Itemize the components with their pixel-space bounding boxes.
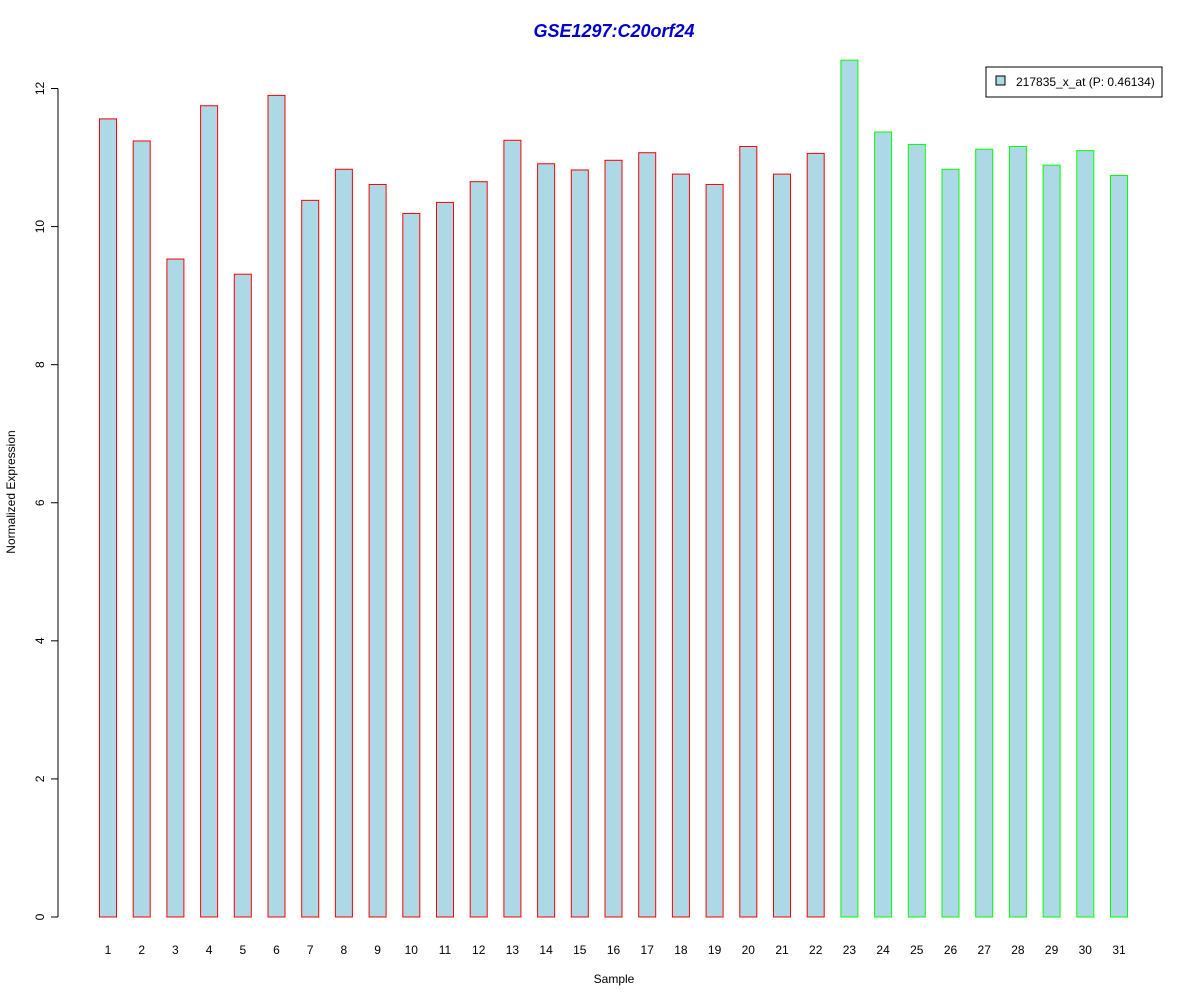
x-axis-ticks: 1 2 3 4 5 6 7 8 9 10 11 12 13 14 15 16 17 18 19 20 21 22 23 24 2…	[105, 943, 1126, 957]
bar-sample-10	[402, 212, 421, 918]
x-tick-label-21: 21	[775, 943, 789, 957]
x-tick-label-4: 4	[206, 943, 213, 957]
bar-sample-28	[1008, 145, 1027, 918]
bar-sample-29	[1042, 164, 1061, 918]
bar-sample-9	[368, 183, 387, 918]
y-tick-label-2: 2	[33, 775, 47, 782]
x-tick-label-17: 17	[641, 943, 655, 957]
bar-sample-22	[806, 152, 825, 918]
x-tick-label-13: 13	[506, 943, 520, 957]
x-tick-label-12: 12	[472, 943, 486, 957]
x-tick-label-2: 2	[138, 943, 145, 957]
bar-sample-15	[570, 169, 589, 918]
legend-box	[985, 66, 1163, 98]
y-axis-label: Normalized Expression	[4, 430, 18, 553]
bar-sample-24	[874, 131, 893, 918]
x-tick-label-15: 15	[573, 943, 587, 957]
x-tick-label-23: 23	[843, 943, 857, 957]
x-tick-label-24: 24	[876, 943, 890, 957]
bar-sample-23	[840, 59, 859, 918]
x-tick-label-25: 25	[910, 943, 924, 957]
bars-group	[99, 59, 1128, 918]
x-tick-label-19: 19	[708, 943, 722, 957]
x-tick-label-10: 10	[405, 943, 419, 957]
bar-sample-11	[436, 201, 454, 918]
bar-sample-3	[166, 258, 185, 918]
bar-sample-20	[739, 145, 758, 918]
x-axis-label: Sample	[594, 972, 635, 986]
x-tick-label-9: 9	[374, 943, 381, 957]
y-tick-label-12: 12	[33, 82, 47, 96]
bar-sample-4	[200, 105, 219, 918]
bar-sample-12	[469, 181, 488, 918]
x-tick-label-22: 22	[809, 943, 823, 957]
x-tick-label-14: 14	[539, 943, 553, 957]
bar-sample-30	[1076, 150, 1095, 918]
x-tick-label-3: 3	[172, 943, 179, 957]
chart-title: GSE1297:C20orf24	[533, 21, 694, 41]
x-tick-label-20: 20	[742, 943, 756, 957]
x-tick-label-29: 29	[1045, 943, 1059, 957]
legend-label: 217835_x_at (P: 0.46134)	[1016, 75, 1155, 89]
legend-swatch	[995, 75, 1006, 86]
y-tick-label-0: 0	[33, 913, 47, 920]
bar-sample-1	[99, 118, 117, 918]
y-tick-label-8: 8	[33, 361, 47, 368]
bar-sample-6	[267, 94, 286, 918]
bar-sample-27	[975, 148, 994, 918]
x-tick-label-28: 28	[1011, 943, 1025, 957]
bar-sample-8	[334, 168, 353, 918]
x-tick-label-7: 7	[307, 943, 314, 957]
bar-sample-5	[233, 273, 252, 918]
bar-sample-18	[671, 173, 690, 918]
x-tick-label-18: 18	[674, 943, 688, 957]
x-tick-label-5: 5	[239, 943, 246, 957]
x-tick-label-31: 31	[1112, 943, 1126, 957]
y-tick-label-6: 6	[33, 499, 47, 506]
bar-sample-13	[503, 139, 522, 918]
x-tick-label-27: 27	[978, 943, 992, 957]
bar-sample-19	[705, 183, 724, 918]
bar-sample-2	[132, 140, 151, 918]
y-axis: 0 2 4 6 8 10 12	[33, 82, 59, 920]
x-tick-label-11: 11	[439, 943, 452, 957]
bar-sample-16	[604, 159, 623, 918]
bar-sample-26	[941, 168, 960, 918]
legend: 217835_x_at (P: 0.46134)	[985, 66, 1163, 98]
x-tick-label-6: 6	[273, 943, 280, 957]
x-tick-label-1: 1	[105, 943, 112, 957]
x-tick-label-26: 26	[944, 943, 958, 957]
x-tick-label-8: 8	[341, 943, 348, 957]
bar-sample-25	[907, 143, 926, 918]
y-tick-label-10: 10	[33, 220, 47, 234]
bar-sample-17	[638, 152, 657, 918]
y-tick-label-4: 4	[33, 637, 47, 644]
bar-sample-31	[1110, 174, 1128, 918]
x-tick-label-16: 16	[607, 943, 621, 957]
bar-sample-21	[773, 173, 791, 918]
x-tick-label-30: 30	[1079, 943, 1093, 957]
bar-sample-7	[301, 199, 320, 918]
bar-sample-14	[537, 163, 556, 918]
